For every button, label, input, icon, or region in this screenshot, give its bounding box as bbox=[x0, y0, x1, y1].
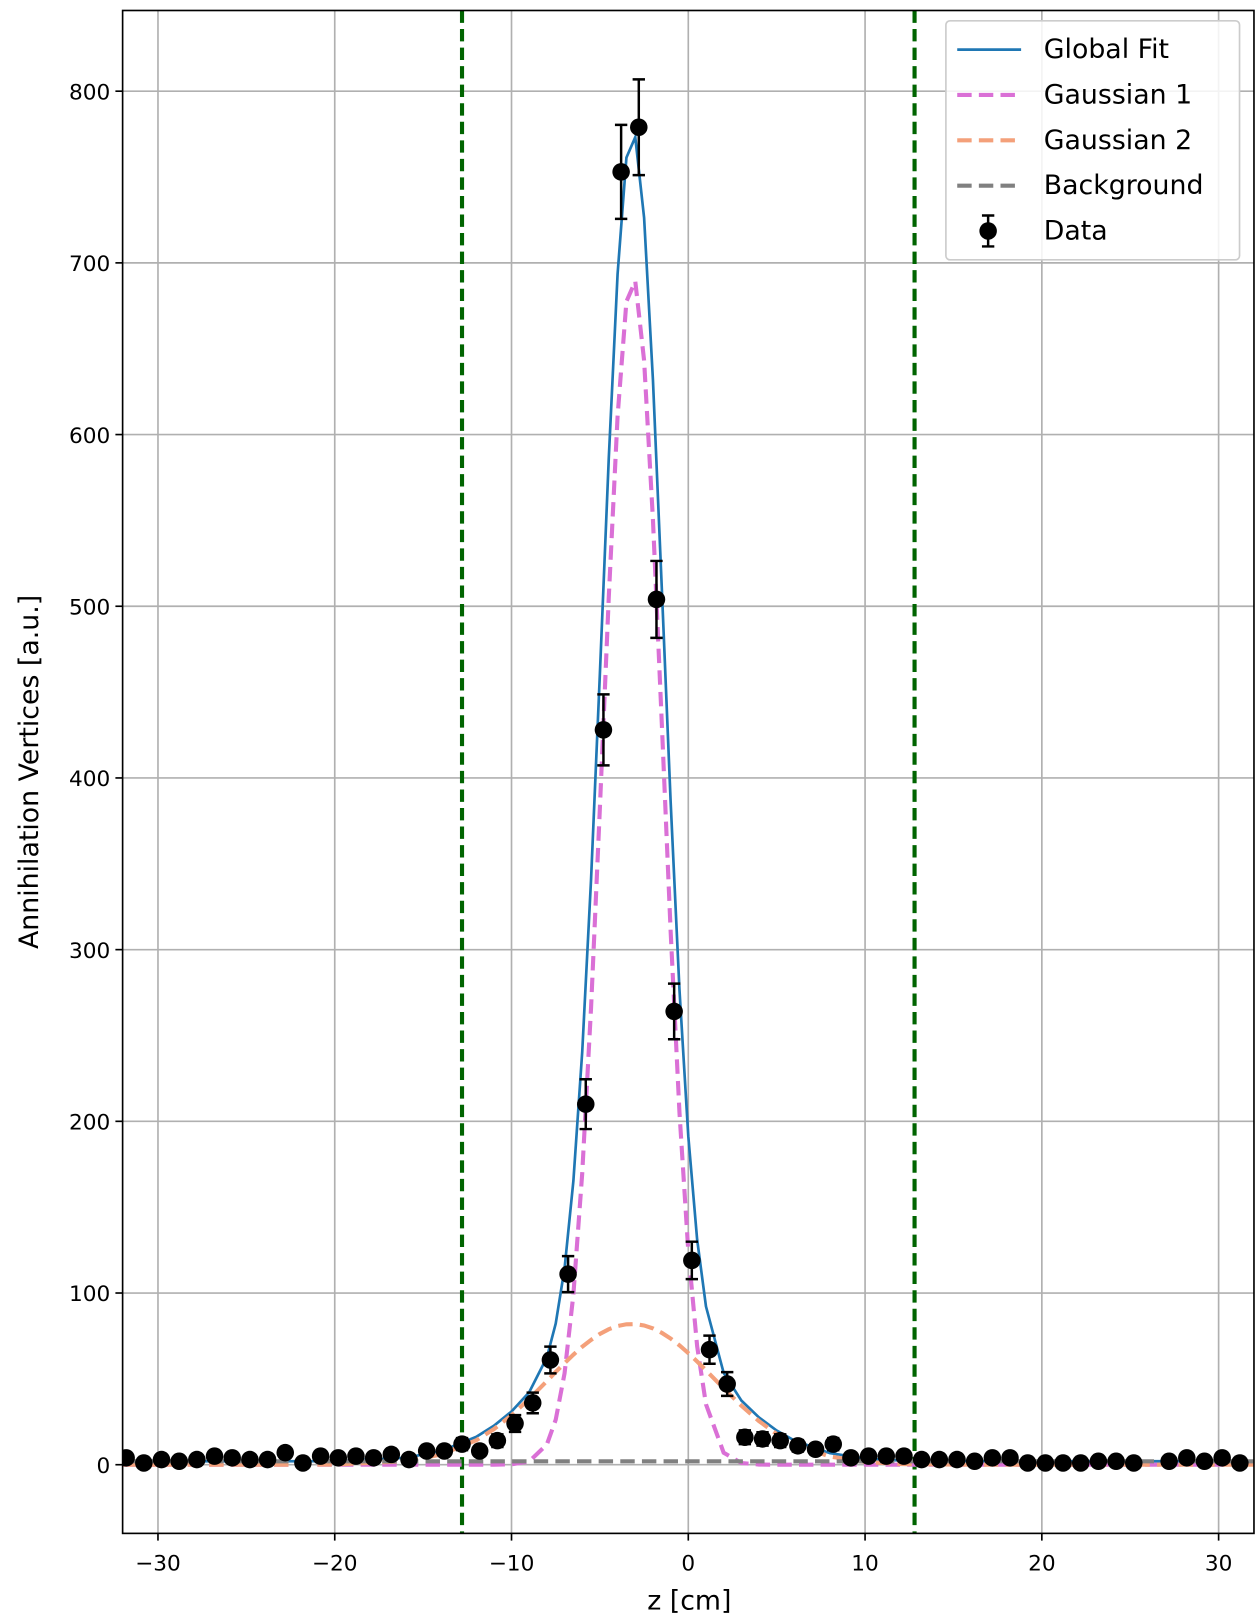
data-point bbox=[912, 1450, 931, 1469]
fit-line bbox=[122, 273, 1254, 1467]
data-point bbox=[1231, 1454, 1249, 1472]
data-point bbox=[223, 1449, 241, 1467]
data-point bbox=[700, 1340, 719, 1359]
data-point bbox=[630, 118, 648, 136]
data-point bbox=[577, 1095, 595, 1113]
data-point bbox=[683, 1251, 701, 1270]
data-point bbox=[506, 1414, 524, 1433]
data-point bbox=[1089, 1452, 1108, 1471]
y-tick-label: 0 bbox=[96, 1454, 110, 1479]
data-point bbox=[400, 1450, 418, 1469]
data-point bbox=[594, 721, 613, 739]
data-point bbox=[523, 1394, 542, 1412]
data-point bbox=[948, 1450, 966, 1469]
data-point bbox=[276, 1443, 295, 1462]
data-point bbox=[364, 1449, 383, 1467]
data-point bbox=[1036, 1454, 1055, 1472]
legend: Global Fit Gaussian 1 Gaussian 2 Background… bbox=[945, 19, 1241, 261]
data-point bbox=[1054, 1454, 1072, 1472]
x-tick-label: 10 bbox=[851, 1551, 879, 1576]
data-point bbox=[736, 1428, 754, 1446]
data-point bbox=[559, 1265, 577, 1283]
x-tick-label: −10 bbox=[489, 1551, 535, 1576]
y-tick-label: 300 bbox=[69, 939, 110, 964]
data-point bbox=[417, 1442, 436, 1460]
data-point bbox=[842, 1449, 860, 1467]
data-point bbox=[1160, 1452, 1178, 1471]
y-tick-label: 200 bbox=[69, 1111, 110, 1136]
legend-handle bbox=[979, 222, 997, 240]
y-axis-label: Annihilation Vertices [a.u.] bbox=[14, 595, 45, 949]
y-tick-label: 100 bbox=[69, 1282, 110, 1307]
data-point bbox=[1213, 1449, 1231, 1467]
data-point bbox=[382, 1445, 401, 1464]
plot-area bbox=[122, 10, 1254, 1534]
data-point bbox=[135, 1454, 153, 1472]
data-point bbox=[983, 1449, 1002, 1467]
data-point bbox=[1125, 1454, 1143, 1472]
data-point bbox=[470, 1442, 489, 1460]
y-tick-label: 600 bbox=[69, 424, 110, 449]
data-point bbox=[329, 1449, 348, 1467]
data-point bbox=[188, 1450, 206, 1469]
data-point bbox=[1195, 1452, 1214, 1471]
data-point bbox=[152, 1450, 171, 1469]
data-point bbox=[435, 1442, 454, 1460]
data-point bbox=[347, 1447, 365, 1465]
data-point bbox=[1107, 1452, 1125, 1471]
data-point bbox=[930, 1450, 949, 1469]
data-point bbox=[718, 1375, 736, 1393]
data-point bbox=[647, 590, 666, 609]
legend-label: Gaussian 2 bbox=[1044, 125, 1192, 156]
data-point bbox=[1178, 1449, 1196, 1467]
data-point bbox=[877, 1447, 896, 1465]
data-point bbox=[895, 1447, 913, 1465]
data-point bbox=[311, 1447, 330, 1465]
data-point bbox=[1001, 1449, 1019, 1467]
fit-line bbox=[122, 1322, 1254, 1467]
data-point bbox=[771, 1431, 789, 1450]
data-point bbox=[205, 1447, 224, 1465]
data-point bbox=[965, 1452, 984, 1471]
data-point bbox=[1018, 1454, 1037, 1472]
data-point bbox=[170, 1452, 188, 1471]
data-point bbox=[122, 1449, 135, 1467]
data-point bbox=[541, 1351, 560, 1369]
data-point bbox=[488, 1431, 507, 1450]
ticks: −30 −20 −10 0 10 20 30010020030040050060070080… bbox=[69, 80, 1232, 1576]
data-point bbox=[753, 1430, 772, 1448]
data-point bbox=[665, 1002, 683, 1021]
x-tick-label: −30 bbox=[135, 1551, 181, 1576]
data-point bbox=[241, 1450, 259, 1469]
data-point bbox=[1071, 1454, 1090, 1472]
legend-label: Data bbox=[1044, 216, 1108, 247]
data-point bbox=[294, 1454, 312, 1472]
data-point bbox=[859, 1447, 878, 1465]
y-tick-label: 700 bbox=[69, 252, 110, 277]
x-tick-label: −20 bbox=[312, 1551, 358, 1576]
y-tick-label: 400 bbox=[69, 767, 110, 792]
data-point bbox=[453, 1435, 471, 1453]
x-tick-label: 0 bbox=[681, 1551, 695, 1576]
legend-label: Gaussian 1 bbox=[1044, 80, 1192, 111]
legend-box bbox=[945, 19, 1241, 261]
data-point bbox=[824, 1435, 843, 1453]
legend-label: Background bbox=[1044, 170, 1204, 201]
x-tick-label: 20 bbox=[1028, 1551, 1056, 1576]
y-tick-label: 500 bbox=[69, 595, 110, 620]
data-point bbox=[258, 1450, 277, 1469]
x-tick-label: 30 bbox=[1205, 1551, 1233, 1576]
x-axis-label: z [cm] bbox=[647, 1586, 731, 1616]
data-point bbox=[806, 1440, 825, 1459]
data-point bbox=[789, 1437, 807, 1455]
y-tick-label: 800 bbox=[69, 80, 110, 105]
data-point bbox=[612, 163, 630, 181]
fit-line bbox=[122, 132, 1254, 1463]
legend-label: Global Fit bbox=[1044, 34, 1169, 65]
